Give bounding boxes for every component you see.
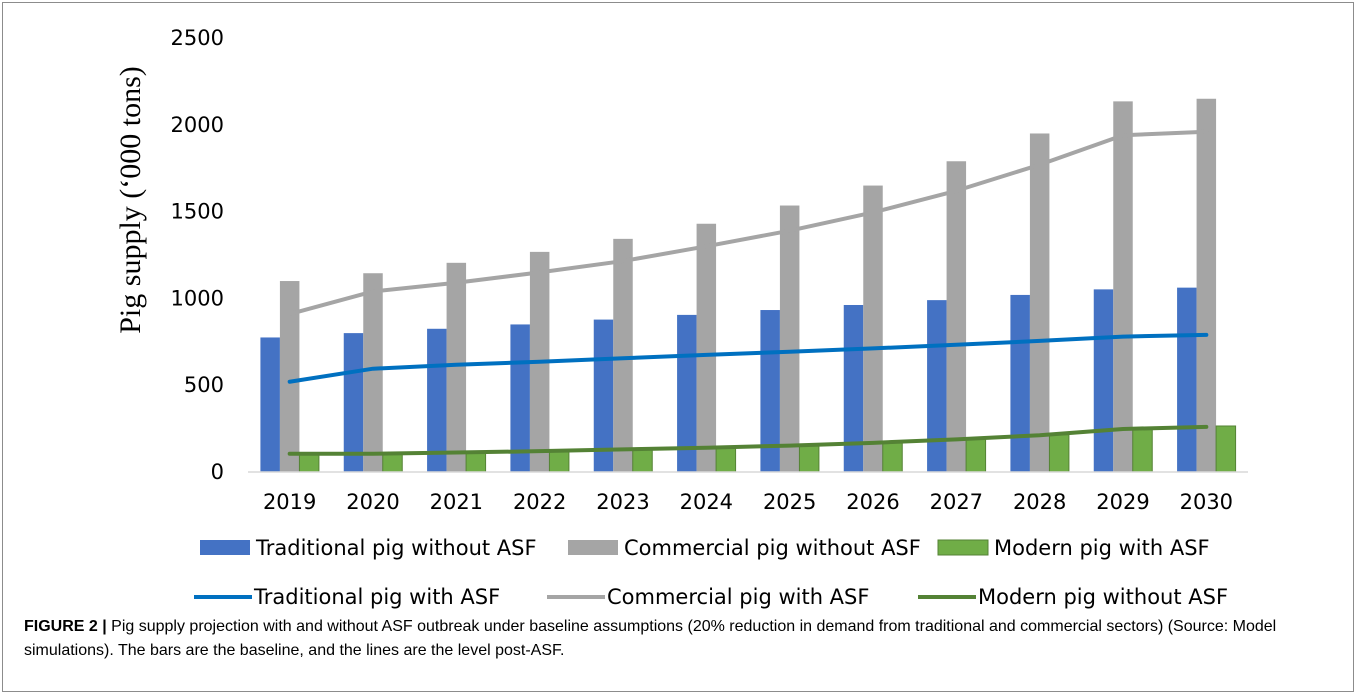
bar-traditional-pig-without-asf bbox=[1177, 287, 1197, 472]
y-tick-label: 0 bbox=[211, 460, 224, 484]
bar-modern-pig-with-asf bbox=[1048, 434, 1070, 473]
line-commercial-pig-with-asf bbox=[287, 129, 1209, 317]
bar-traditional-pig-without-asf bbox=[843, 304, 864, 472]
bar-commercial-pig-without-asf bbox=[613, 238, 633, 472]
x-tick-label: 2021 bbox=[430, 490, 483, 514]
x-tick-label: 2020 bbox=[346, 490, 399, 514]
figure-caption-label: FIGURE 2 | bbox=[24, 618, 107, 635]
bar-modern-pig-with-asf bbox=[465, 451, 487, 473]
bar-commercial-pig-without-asf bbox=[446, 262, 467, 472]
bar-modern-pig-with-asf bbox=[632, 448, 653, 473]
legend-label-commercial-pig-without-asf: Commercial pig without ASF bbox=[624, 536, 921, 560]
bar-modern-pig-with-asf bbox=[1215, 425, 1237, 473]
bar-modern-pig-with-asf bbox=[382, 452, 403, 473]
bar-commercial-pig-without-asf bbox=[279, 281, 300, 472]
x-tick-label: 2026 bbox=[846, 490, 899, 514]
bar-traditional-pig-without-asf bbox=[1010, 294, 1030, 472]
bar-traditional-pig-without-asf bbox=[1093, 289, 1114, 472]
y-axis: 0 500 1000 1500 2000 2500 bbox=[171, 26, 224, 484]
x-tick-label: 2024 bbox=[680, 490, 733, 514]
x-tick-label: 2025 bbox=[763, 490, 816, 514]
bar-commercial-pig-without-asf bbox=[863, 185, 883, 472]
x-axis: 2019 2020 2021 2022 2023 2024 2025 2026 2027 2028… bbox=[263, 490, 1233, 514]
x-tick-label: 2019 bbox=[263, 490, 316, 514]
legend-swatch-modern-pig-with-asf bbox=[937, 539, 989, 556]
y-tick-label: 2500 bbox=[171, 26, 224, 50]
line-traditional-pig-with-asf bbox=[287, 332, 1209, 384]
legend-label-commercial-pig-with-asf: Commercial pig with ASF bbox=[607, 585, 869, 609]
chart: 0 500 1000 1500 2000 2500 2019 2020 2021 2022 202… bbox=[114, 26, 1248, 609]
y-axis-label: Pig supply (‘000 tons) bbox=[114, 66, 147, 334]
lines bbox=[287, 129, 1209, 456]
bar-traditional-pig-without-asf bbox=[260, 337, 280, 472]
x-tick-label: 2030 bbox=[1180, 490, 1233, 514]
legend-label-modern-pig-with-asf: Modern pig with ASF bbox=[994, 536, 1210, 560]
bar-commercial-pig-without-asf bbox=[1029, 133, 1050, 473]
bar-commercial-pig-without-asf bbox=[1113, 101, 1133, 472]
bar-modern-pig-with-asf bbox=[965, 438, 987, 473]
y-tick-label: 2000 bbox=[171, 113, 224, 137]
figure-caption: FIGURE 2 | Pig supply projection with an… bbox=[24, 615, 1344, 663]
bar-commercial-pig-without-asf bbox=[696, 223, 717, 472]
legend-label-modern-pig-without-asf: Modern pig without ASF bbox=[978, 585, 1228, 609]
line-modern-pig-without-asf bbox=[287, 424, 1209, 456]
legend-label-traditional-pig-without-asf: Traditional pig without ASF bbox=[255, 536, 537, 560]
bar-commercial-pig-without-asf bbox=[946, 161, 967, 473]
legend: Traditional pig without ASF Commercial pi… bbox=[194, 536, 1228, 609]
bar-modern-pig-with-asf bbox=[715, 446, 737, 473]
bar-modern-pig-with-asf bbox=[1132, 427, 1153, 473]
bar-commercial-pig-without-asf bbox=[1196, 98, 1217, 472]
y-tick-label: 1000 bbox=[171, 286, 224, 310]
x-tick-label: 2023 bbox=[596, 490, 649, 514]
x-tick-label: 2029 bbox=[1096, 490, 1149, 514]
bar-modern-pig-with-asf bbox=[882, 441, 903, 473]
bars bbox=[248, 98, 1248, 473]
figure-caption-text: Pig supply projection with and without A… bbox=[24, 618, 1277, 659]
y-tick-label: 1500 bbox=[171, 200, 224, 224]
x-tick-label: 2022 bbox=[513, 490, 566, 514]
legend-label-traditional-pig-with-asf: Traditional pig with ASF bbox=[253, 585, 500, 609]
bar-traditional-pig-without-asf bbox=[343, 333, 364, 472]
legend-swatch-commercial-pig-without-asf bbox=[568, 540, 618, 555]
bar-commercial-pig-without-asf bbox=[363, 273, 383, 472]
x-tick-label: 2028 bbox=[1013, 490, 1066, 514]
y-tick-label: 500 bbox=[184, 373, 224, 397]
x-tick-label: 2027 bbox=[930, 490, 983, 514]
bar-commercial-pig-without-asf bbox=[779, 205, 800, 473]
bar-modern-pig-with-asf bbox=[548, 450, 570, 473]
legend-swatch-traditional-pig-without-asf bbox=[200, 540, 250, 555]
bar-modern-pig-with-asf bbox=[798, 444, 820, 473]
bar-traditional-pig-without-asf bbox=[427, 328, 447, 472]
bar-traditional-pig-without-asf bbox=[927, 300, 947, 472]
